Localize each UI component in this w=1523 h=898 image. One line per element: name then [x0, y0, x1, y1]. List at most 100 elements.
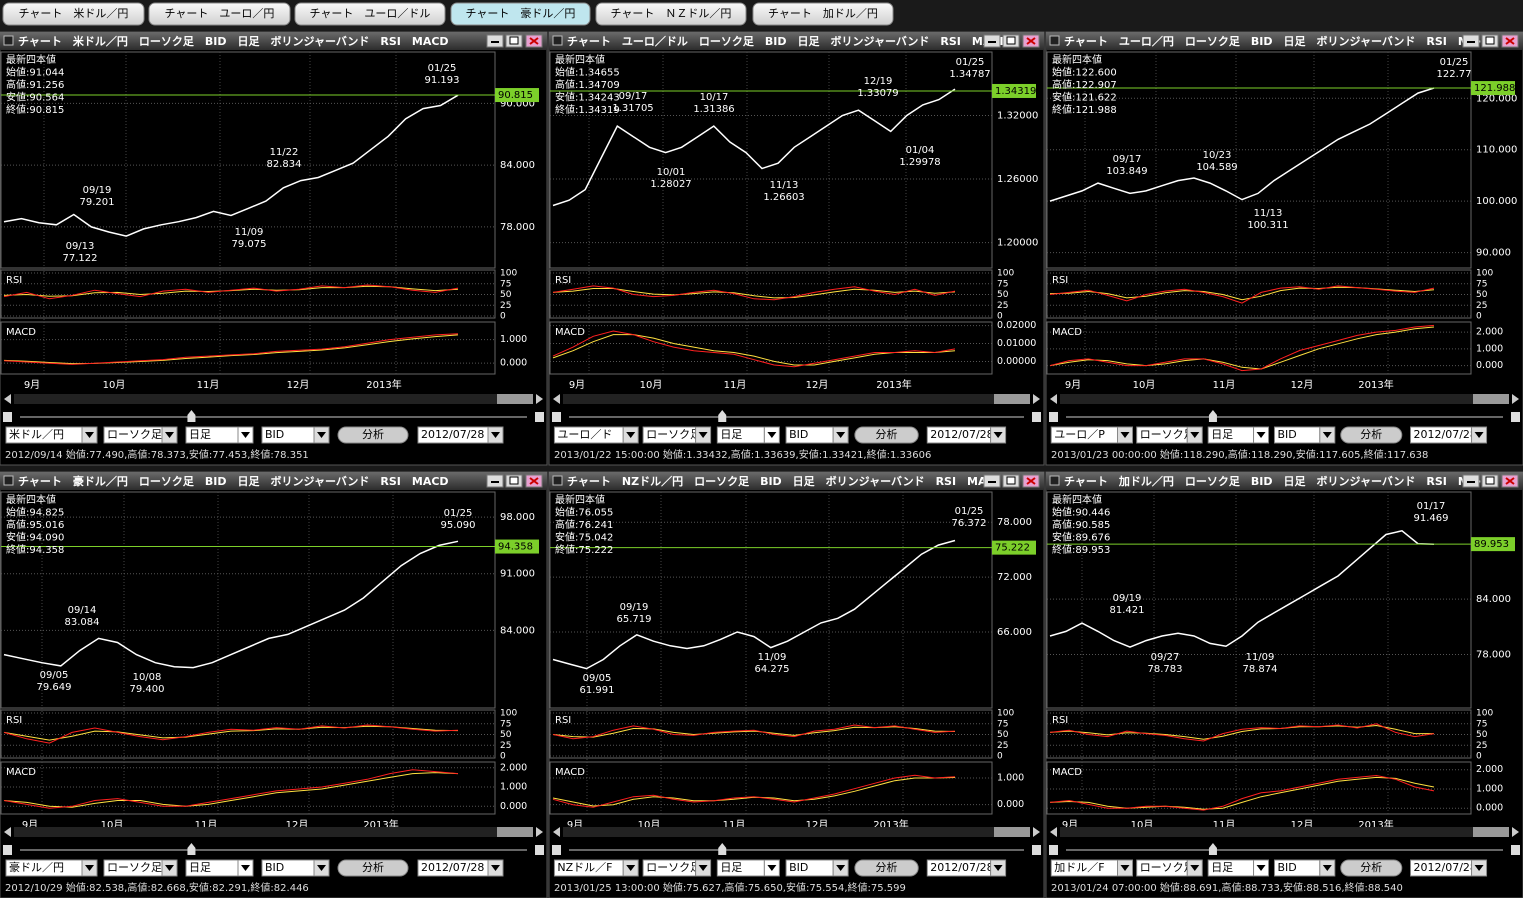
dropdown-label[interactable]: 豪ドル／円 — [9, 860, 64, 874]
checkbox[interactable] — [1049, 35, 1060, 46]
analyze-label[interactable]: 分析 — [1360, 860, 1382, 874]
checkbox[interactable] — [1049, 475, 1060, 486]
dropdown-label[interactable]: BID — [265, 428, 284, 441]
analyze-label[interactable]: 分析 — [876, 427, 898, 441]
analyze-button[interactable] — [337, 426, 409, 444]
scrollbar-thumb[interactable] — [994, 394, 1030, 404]
dropdown-label[interactable]: NZドル／F — [557, 861, 612, 874]
analyze-button[interactable] — [1340, 426, 1403, 444]
scrollbar-thumb[interactable] — [1473, 827, 1509, 837]
scrollbar-thumb[interactable] — [497, 827, 533, 837]
checkbox[interactable] — [552, 475, 563, 486]
dropdown-label[interactable]: 日足 — [189, 861, 211, 874]
scroll-right[interactable] — [1033, 394, 1040, 404]
tab[interactable] — [148, 2, 291, 26]
zoom-plus[interactable] — [535, 412, 544, 422]
dropdown-label[interactable]: 2012/07/28 — [1414, 428, 1477, 441]
zoom-plus[interactable] — [1032, 412, 1041, 422]
y-tick-label: 75 — [500, 719, 511, 729]
dropdown-label[interactable]: ローソク足 — [107, 428, 162, 441]
dropdown-label[interactable]: 米ドル／円 — [9, 428, 64, 441]
zoom-minus[interactable] — [3, 845, 12, 855]
scroll-right[interactable] — [1512, 827, 1519, 837]
zoom-thumb[interactable] — [718, 843, 727, 855]
analyze-label[interactable]: 分析 — [362, 860, 384, 874]
dropdown-label[interactable]: ローソク足 — [1140, 861, 1195, 874]
dropdown-label[interactable]: ローソク足 — [107, 861, 162, 874]
analyze-label[interactable]: 分析 — [1360, 427, 1382, 441]
tab-label[interactable]: チャート ＮＺドル／円 — [611, 7, 732, 20]
scroll-left[interactable] — [4, 394, 11, 404]
analyze-button[interactable] — [337, 859, 409, 877]
tab[interactable] — [2, 2, 145, 26]
scroll-left[interactable] — [1050, 827, 1057, 837]
analyze-button[interactable] — [854, 426, 919, 444]
tab-label[interactable]: チャート ユーロ／ドル — [310, 7, 431, 20]
zoom-minus[interactable] — [1049, 845, 1058, 855]
zoom-thumb[interactable] — [718, 410, 727, 422]
dropdown-label[interactable]: 日足 — [1211, 428, 1233, 441]
zoom-thumb[interactable] — [1208, 410, 1217, 422]
zoom-plus[interactable] — [535, 845, 544, 855]
dropdown-label[interactable]: ローソク足 — [646, 428, 701, 441]
tab[interactable] — [752, 2, 894, 26]
zoom-minus[interactable] — [552, 845, 561, 855]
dropdown-label[interactable]: BID — [1277, 861, 1296, 874]
dropdown-label[interactable]: 日足 — [189, 428, 211, 441]
zoom-plus[interactable] — [1511, 845, 1520, 855]
analyze-label[interactable]: 分析 — [362, 427, 384, 441]
dropdown-label[interactable]: 2012/07/28 — [421, 428, 484, 441]
checkbox[interactable] — [3, 35, 14, 46]
tab-label[interactable]: チャート 米ドル／円 — [19, 7, 129, 20]
tab[interactable] — [450, 2, 591, 26]
scroll-left[interactable] — [1050, 394, 1057, 404]
macd-signal-line — [552, 334, 956, 366]
dropdown-label[interactable]: ユーロ／P — [1054, 428, 1105, 441]
scroll-right[interactable] — [536, 827, 543, 837]
dropdown-label[interactable]: ローソク足 — [1140, 428, 1195, 441]
zoom-thumb[interactable] — [1208, 843, 1217, 855]
scroll-left[interactable] — [553, 394, 560, 404]
dropdown-arrow — [1120, 865, 1130, 871]
zoom-minus[interactable] — [1049, 412, 1058, 422]
zoom-thumb[interactable] — [187, 843, 196, 855]
checkbox[interactable] — [3, 475, 14, 486]
analyze-label[interactable]: 分析 — [876, 860, 898, 874]
dropdown-label[interactable]: BID — [789, 428, 808, 441]
dropdown-label[interactable]: 2012/07/28 — [930, 861, 993, 874]
scroll-left[interactable] — [553, 827, 560, 837]
dropdown-label[interactable]: 2012/07/28 — [1414, 861, 1477, 874]
dropdown-label[interactable]: 日足 — [720, 861, 742, 874]
scrollbar-thumb[interactable] — [1473, 394, 1509, 404]
zoom-minus[interactable] — [3, 412, 12, 422]
zoom-thumb[interactable] — [187, 410, 196, 422]
analyze-button[interactable] — [854, 859, 919, 877]
dropdown-label[interactable]: BID — [265, 861, 284, 874]
zoom-plus[interactable] — [1511, 412, 1520, 422]
scrollbar-thumb[interactable] — [994, 827, 1030, 837]
scroll-right[interactable] — [1512, 394, 1519, 404]
dropdown-label[interactable]: ローソク足 — [646, 861, 701, 874]
scroll-left[interactable] — [4, 827, 11, 837]
tab-label[interactable]: チャート 豪ドル／円 — [466, 6, 576, 20]
plot-area — [549, 321, 993, 375]
dropdown-label[interactable]: 日足 — [720, 428, 742, 441]
tab-label[interactable]: チャート ユーロ／円 — [165, 7, 275, 20]
dropdown-label[interactable]: ユーロ／ド — [557, 428, 612, 441]
scroll-right[interactable] — [536, 394, 543, 404]
zoom-plus[interactable] — [1032, 845, 1041, 855]
dropdown-label[interactable]: 2012/07/28 — [421, 861, 484, 874]
scroll-right[interactable] — [1033, 827, 1040, 837]
dropdown-label[interactable]: 2012/07/28 — [930, 428, 993, 441]
tab[interactable] — [294, 2, 446, 26]
analyze-button[interactable] — [1340, 859, 1403, 877]
dropdown-label[interactable]: BID — [789, 861, 808, 874]
tab[interactable] — [595, 2, 747, 26]
dropdown-label[interactable]: BID — [1277, 428, 1296, 441]
dropdown-label[interactable]: 加ドル／F — [1054, 861, 1104, 874]
scrollbar-thumb[interactable] — [497, 394, 533, 404]
tab-label[interactable]: チャート 加ドル／円 — [768, 7, 878, 20]
checkbox[interactable] — [552, 35, 563, 46]
dropdown-label[interactable]: 日足 — [1211, 861, 1233, 874]
zoom-minus[interactable] — [552, 412, 561, 422]
